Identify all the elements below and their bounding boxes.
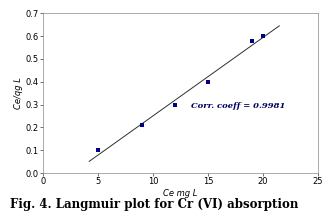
Y-axis label: Ce/qg L: Ce/qg L bbox=[14, 77, 23, 109]
Point bbox=[249, 39, 255, 42]
X-axis label: Ce mg L: Ce mg L bbox=[163, 189, 198, 198]
Point bbox=[260, 34, 265, 38]
Point bbox=[205, 80, 211, 84]
Point bbox=[139, 123, 145, 127]
Point bbox=[95, 149, 101, 152]
Point bbox=[172, 103, 177, 106]
Text: Corr. coeff = 0.9981: Corr. coeff = 0.9981 bbox=[191, 102, 286, 110]
Text: Fig. 4. Langmuir plot for Cr (VI) absorption: Fig. 4. Langmuir plot for Cr (VI) absorp… bbox=[10, 198, 298, 211]
